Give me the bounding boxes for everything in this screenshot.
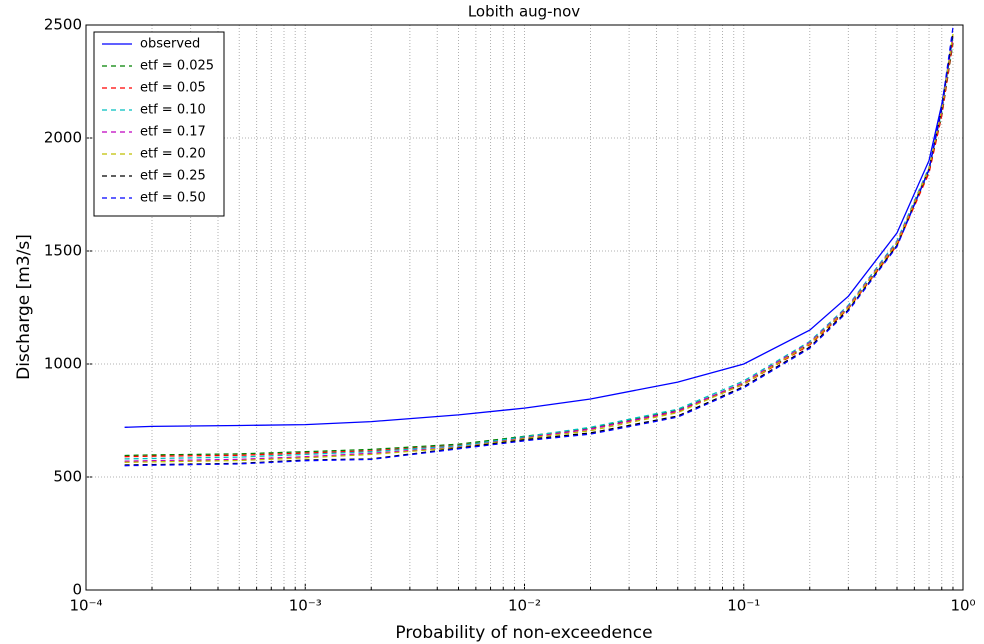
y-tick-label: 1000 bbox=[44, 355, 82, 373]
series-line bbox=[124, 40, 954, 458]
y-axis-label: Discharge [m3/s] bbox=[14, 234, 34, 380]
legend-label: etf = 0.50 bbox=[140, 191, 206, 206]
legend-box bbox=[93, 31, 225, 217]
y-tick-label: 1500 bbox=[44, 242, 82, 260]
legend-label: etf = 0.05 bbox=[140, 81, 206, 96]
y-tick-label: 2000 bbox=[44, 129, 82, 147]
legend-label: observed bbox=[140, 37, 200, 52]
y-tick-label: 2500 bbox=[44, 16, 82, 34]
plot bbox=[124, 27, 954, 467]
series-line bbox=[124, 43, 954, 457]
series-line bbox=[124, 27, 954, 467]
legend-label: etf = 0.10 bbox=[140, 103, 206, 118]
chart-title: Lobith aug-nov bbox=[468, 3, 580, 21]
series-line bbox=[124, 33, 954, 463]
plot-frame bbox=[85, 24, 964, 591]
legend-label: etf = 0.17 bbox=[140, 125, 206, 140]
legend-label: etf = 0.25 bbox=[140, 169, 206, 184]
x-tick-label: 10⁰ bbox=[950, 597, 975, 615]
y-tick-label: 500 bbox=[53, 468, 82, 486]
series-line bbox=[124, 36, 954, 428]
y-tick-label: 0 bbox=[72, 581, 82, 599]
x-tick-label: 10⁻¹ bbox=[727, 597, 760, 615]
legend-label: etf = 0.025 bbox=[140, 59, 214, 74]
x-tick-label: 10⁻³ bbox=[289, 597, 322, 615]
series-line bbox=[124, 31, 954, 466]
x-tick-label: 10⁻² bbox=[508, 597, 541, 615]
series-line bbox=[124, 36, 954, 462]
series-line bbox=[124, 36, 954, 460]
x-axis-label: Probability of non-exceedence bbox=[395, 623, 652, 643]
x-tick-label: 10⁻⁴ bbox=[69, 597, 102, 615]
legend-label: etf = 0.20 bbox=[140, 147, 206, 162]
